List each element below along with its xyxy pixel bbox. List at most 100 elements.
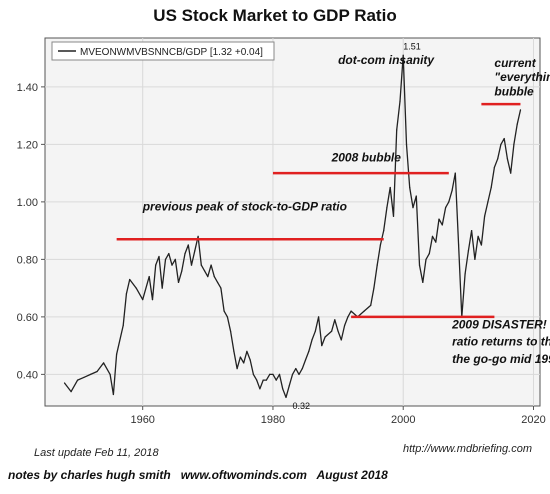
- data-point: [392, 215, 395, 217]
- data-point: [125, 293, 127, 295]
- data-point: [340, 339, 342, 341]
- data-point: [350, 310, 352, 312]
- data-point: [161, 287, 163, 289]
- data-point: [233, 350, 235, 352]
- data-point: [435, 241, 437, 243]
- data-point: [334, 319, 336, 321]
- data-point: [467, 250, 469, 252]
- data-point: [311, 339, 313, 341]
- data-point: [314, 330, 316, 332]
- data-point: [96, 370, 98, 373]
- data-point: [454, 172, 456, 174]
- data-point: [490, 186, 492, 189]
- data-point: [249, 359, 251, 361]
- data-point: [83, 376, 85, 378]
- y-tick-label: 1.00: [17, 197, 38, 209]
- data-point: [318, 316, 320, 318]
- data-point: [487, 201, 489, 203]
- data-point: [383, 230, 385, 232]
- data-point: [422, 281, 424, 283]
- data-point: [451, 189, 453, 191]
- data-point: [204, 270, 206, 272]
- annotation-label: 2009 DISASTER! stock to GDP: [451, 317, 550, 331]
- data-point: [256, 379, 258, 381]
- y-tick-label: 0.40: [17, 369, 38, 381]
- data-point: [282, 388, 284, 390]
- y-tick-label: 1.20: [17, 139, 38, 151]
- data-point: [418, 264, 421, 266]
- data-point: [103, 362, 105, 364]
- data-point: [151, 299, 154, 301]
- data-point: [513, 143, 515, 145]
- data-point: [90, 373, 92, 375]
- data-point: [399, 100, 401, 102]
- data-point: [500, 143, 502, 145]
- data-point: [252, 373, 254, 375]
- data-point: [217, 281, 219, 283]
- data-point: [379, 244, 381, 246]
- data-point: [220, 287, 222, 289]
- data-point: [438, 218, 440, 220]
- data-point: [262, 379, 264, 381]
- data-point: [230, 330, 232, 332]
- y-tick-label: 1.40: [17, 82, 38, 94]
- data-point: [177, 281, 180, 283]
- data-point: [259, 388, 261, 390]
- data-point: [291, 373, 294, 375]
- data-point: [272, 373, 274, 375]
- data-point: [480, 244, 482, 246]
- annotation-label: 2008 bubble: [331, 151, 402, 165]
- annotation-label: dot-com insanity: [338, 53, 435, 67]
- data-point: [308, 350, 310, 352]
- data-point: [194, 250, 196, 252]
- data-point: [246, 350, 248, 352]
- data-point: [129, 278, 131, 281]
- data-point: [155, 264, 157, 266]
- x-tick-label: 2000: [391, 414, 415, 426]
- plot-background: [44, 37, 541, 407]
- data-point: [164, 258, 167, 260]
- data-point: [135, 287, 137, 289]
- data-point: [265, 379, 267, 381]
- data-point: [376, 264, 378, 266]
- data-point: [493, 166, 495, 168]
- data-point: [269, 373, 271, 375]
- data-point: [168, 253, 170, 255]
- data-point: [295, 368, 297, 370]
- data-point: [171, 264, 173, 266]
- data-point: [181, 270, 183, 272]
- data-point: [275, 379, 277, 381]
- data-point: [425, 258, 427, 260]
- data-point: [190, 264, 193, 266]
- data-point: [506, 158, 508, 160]
- data-point: [445, 207, 447, 209]
- data-point: [243, 362, 245, 364]
- data-point: [148, 276, 150, 278]
- data-point: [347, 316, 349, 318]
- data-point: [458, 244, 460, 246]
- data-point: [409, 186, 411, 189]
- data-point: [363, 310, 365, 312]
- data-point: [519, 109, 522, 111]
- data-point: [344, 324, 346, 327]
- data-point: [304, 359, 307, 361]
- data-point: [396, 129, 398, 131]
- data-point: [223, 310, 225, 312]
- data-point: [285, 396, 287, 398]
- annotation-label: ratio returns to the level of: [452, 335, 550, 349]
- data-point: [337, 330, 339, 332]
- data-point: [187, 244, 189, 246]
- data-point: [210, 264, 212, 266]
- x-tick-label: 1960: [130, 414, 154, 426]
- data-point: [213, 276, 215, 278]
- data-point: [158, 255, 160, 258]
- data-point: [402, 54, 404, 56]
- annotation-label: bubble: [494, 85, 534, 99]
- data-point: [239, 356, 241, 358]
- data-point: [474, 258, 476, 260]
- annotation-label: 1.51: [403, 42, 421, 52]
- data-point: [484, 215, 486, 217]
- annotation-label: "everything": [494, 70, 550, 84]
- data-point: [70, 391, 72, 393]
- data-point: [63, 382, 66, 384]
